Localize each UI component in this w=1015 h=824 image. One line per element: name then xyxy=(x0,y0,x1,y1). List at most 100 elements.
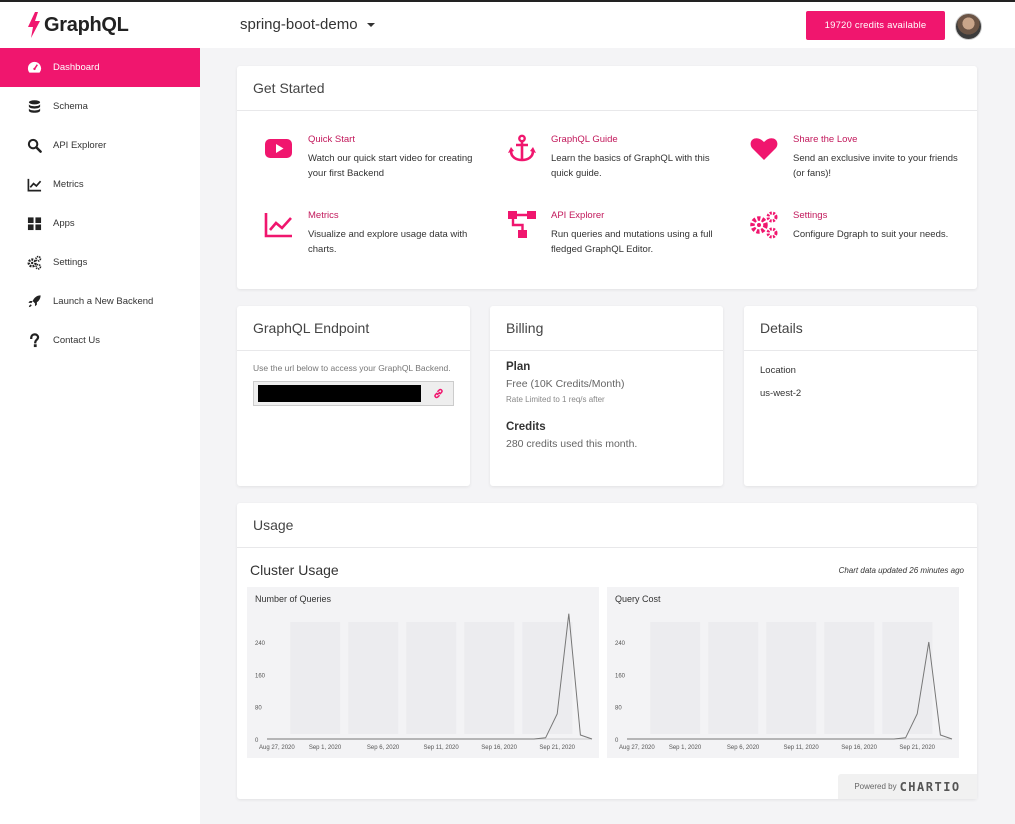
y-tick-label: 240 xyxy=(615,641,626,647)
grid-band xyxy=(766,622,817,734)
avatar[interactable] xyxy=(955,13,982,40)
location-label: Location xyxy=(760,365,796,376)
series-line xyxy=(267,613,593,740)
graphql-endpoint-card: GraphQL Endpoint Use the url below to ac… xyxy=(237,306,470,486)
quick-start-link[interactable]: Quick Start xyxy=(308,134,355,145)
grid-band xyxy=(348,622,399,734)
grid-band xyxy=(824,622,875,734)
grid-band xyxy=(650,622,701,734)
quick-start-desc: Watch our quick start video for creating… xyxy=(308,153,473,179)
anchor-icon xyxy=(507,134,537,164)
grid-band xyxy=(290,622,341,734)
quick-start-item[interactable]: Quick Start Watch our quick start video … xyxy=(264,134,484,181)
grid-band xyxy=(882,622,933,734)
settings-item[interactable]: Settings Configure Dgraph to suit your n… xyxy=(749,210,969,242)
details-card: Details Location us-west-2 xyxy=(744,306,977,486)
usage-card: Usage Cluster Usage Chart data updated 2… xyxy=(237,503,977,799)
sidebar-item-label: Metrics xyxy=(53,179,84,190)
plan-heading: Plan xyxy=(506,361,531,373)
card-title: GraphQL Endpoint xyxy=(237,306,470,351)
grid-band xyxy=(464,622,515,734)
credits-value: 280 credits used this month. xyxy=(506,438,638,450)
plan-note: Rate Limited to 1 req/s after xyxy=(506,395,605,404)
api-explorer-desc: Run queries and mutations using a full f… xyxy=(551,229,713,255)
sitemap-icon xyxy=(507,210,537,240)
copy-link-button[interactable] xyxy=(427,382,449,405)
endpoint-description: Use the url below to access your GraphQL… xyxy=(253,363,451,373)
y-tick-label: 240 xyxy=(255,641,266,647)
logo-text: GraphQL xyxy=(44,13,129,36)
sidebar-item-api-explorer[interactable]: API Explorer xyxy=(0,126,200,165)
graphql-logo[interactable]: GraphQL xyxy=(28,12,129,38)
share-love-item[interactable]: Share the Love Send an exclusive invite … xyxy=(749,134,969,181)
sidebar-item-apps[interactable]: Apps xyxy=(0,204,200,243)
metrics-link[interactable]: Metrics xyxy=(308,210,339,221)
grid-band xyxy=(522,622,573,734)
get-started-card: Get Started Quick Start Watch our quick … xyxy=(237,66,977,289)
project-selector[interactable]: spring-boot-demo xyxy=(240,16,375,33)
chartio-logo: CHARTIO xyxy=(899,779,961,794)
share-love-link[interactable]: Share the Love xyxy=(793,134,858,145)
link-icon xyxy=(433,388,443,399)
metrics-item[interactable]: Metrics Visualize and explore usage data… xyxy=(264,210,484,257)
powered-by-chartio[interactable]: Powered by CHARTIO xyxy=(838,774,977,799)
x-tick-label: Sep 16, 2020 xyxy=(841,745,877,751)
plan-value: Free (10K Credits/Month) xyxy=(506,378,625,390)
sidebar: Dashboard Schema API Explorer Metrics Ap… xyxy=(0,48,200,824)
sidebar-item-label: Launch a New Backend xyxy=(53,296,154,307)
sidebar-item-label: Settings xyxy=(53,257,88,268)
grid-icon xyxy=(26,216,42,232)
caret-down-icon xyxy=(366,22,375,27)
search-icon xyxy=(26,138,42,154)
location-value: us-west-2 xyxy=(760,388,802,399)
line-chart-icon xyxy=(26,177,42,193)
endpoint-url-field[interactable] xyxy=(258,385,421,402)
sidebar-item-label: Apps xyxy=(53,218,75,229)
sidebar-item-label: API Explorer xyxy=(53,140,107,151)
settings-link[interactable]: Settings xyxy=(793,210,828,221)
x-tick-label: Sep 6, 2020 xyxy=(727,745,760,751)
top-bar: GraphQL spring-boot-demo 19720 credits a… xyxy=(0,0,1015,48)
rocket-icon xyxy=(26,294,42,310)
sidebar-item-settings[interactable]: Settings xyxy=(0,243,200,282)
database-icon xyxy=(26,99,42,115)
lightning-icon xyxy=(28,12,40,38)
card-title: Billing xyxy=(490,306,723,351)
y-tick-label: 0 xyxy=(615,738,619,744)
powered-by-label: Powered by xyxy=(854,782,897,791)
x-tick-label: Sep 21, 2020 xyxy=(539,745,575,751)
sidebar-item-metrics[interactable]: Metrics xyxy=(0,165,200,204)
chart-title: Query Cost xyxy=(615,594,661,604)
card-title: Get Started xyxy=(237,66,977,111)
credits-heading: Credits xyxy=(506,421,546,433)
sidebar-item-label: Schema xyxy=(53,101,88,112)
grid-band xyxy=(708,622,759,734)
query-cost-chart: 0 80 160 240 Aug 27, 2020 Sep 1, 2020 Sep 6, 2… xyxy=(615,622,953,751)
query-cost-chart-panel: Query Cost 0 80 160 240 Aug 27, 2020 Sep 1, 2… xyxy=(607,587,959,758)
share-love-desc: Send an exclusive invite to your friends… xyxy=(793,153,958,179)
graphql-guide-link[interactable]: GraphQL Guide xyxy=(551,134,618,145)
sidebar-item-label: Dashboard xyxy=(53,62,100,73)
x-tick-label: Sep 11, 2020 xyxy=(423,745,459,751)
chart-updated-note: Chart data updated 26 minutes ago xyxy=(838,566,964,575)
y-tick-label: 0 xyxy=(255,738,259,744)
sidebar-item-dashboard[interactable]: Dashboard xyxy=(0,48,200,87)
api-explorer-link[interactable]: API Explorer xyxy=(551,210,605,221)
youtube-icon xyxy=(264,134,294,164)
sidebar-item-contact[interactable]: Contact Us xyxy=(0,321,200,360)
x-tick-label: Sep 1, 2020 xyxy=(669,745,702,751)
series-line xyxy=(627,641,953,740)
grid-band xyxy=(406,622,457,734)
x-tick-label: Sep 6, 2020 xyxy=(367,745,400,751)
metrics-desc: Visualize and explore usage data with ch… xyxy=(308,229,468,255)
queries-chart-panel: Number of Queries 0 80 160 240 Aug 27, 2020 S… xyxy=(247,587,599,758)
api-explorer-item[interactable]: API Explorer Run queries and mutations u… xyxy=(507,210,727,257)
credits-button[interactable]: 19720 credits available xyxy=(806,11,945,40)
project-name: spring-boot-demo xyxy=(240,16,358,33)
sidebar-item-launch-backend[interactable]: Launch a New Backend xyxy=(0,282,200,321)
graphql-guide-item[interactable]: GraphQL Guide Learn the basics of GraphQ… xyxy=(507,134,727,181)
heart-icon xyxy=(749,134,779,164)
y-tick-label: 160 xyxy=(615,673,626,679)
question-icon xyxy=(26,333,42,349)
sidebar-item-schema[interactable]: Schema xyxy=(0,87,200,126)
